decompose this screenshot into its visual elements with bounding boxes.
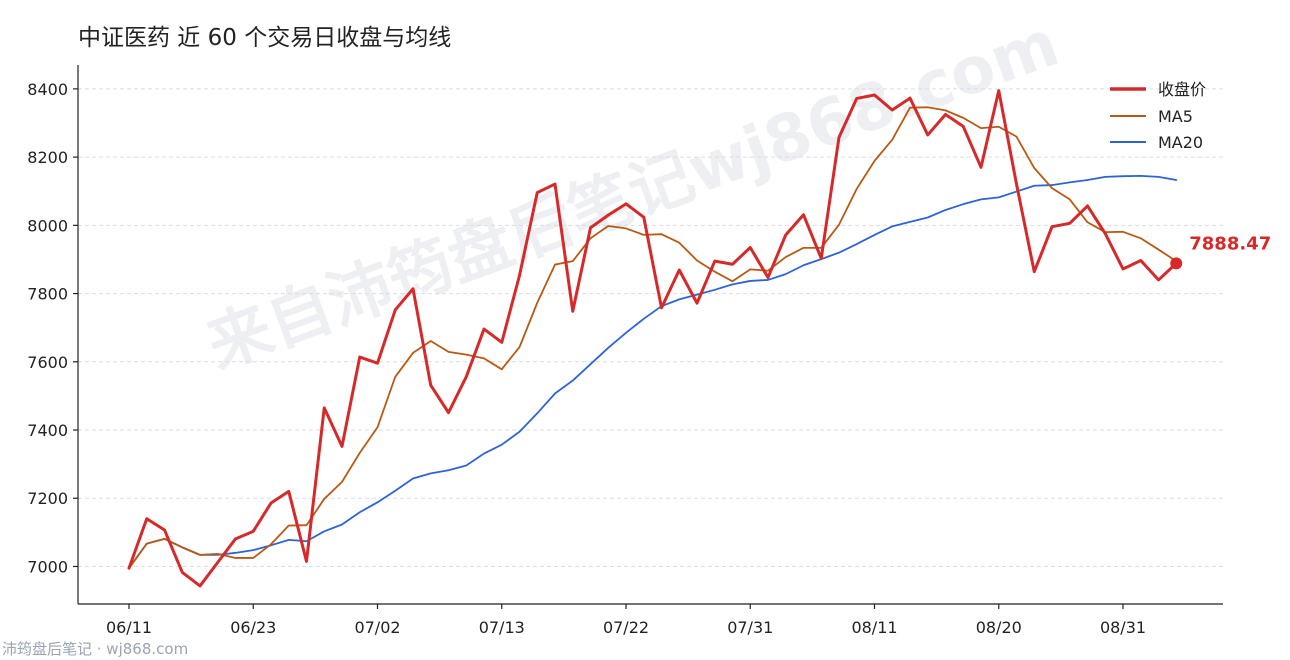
x-tick-label: 08/11	[851, 618, 897, 637]
legend-label-ma5: MA5	[1158, 107, 1193, 126]
y-tick-label: 7400	[27, 421, 68, 440]
y-tick-label: 7800	[27, 285, 68, 304]
x-tick-label: 07/31	[727, 618, 773, 637]
footer-credit: 沛筠盘后笔记 · wj868.com	[2, 640, 189, 658]
last-point-marker	[1170, 257, 1183, 270]
y-tick-label: 7600	[27, 353, 68, 372]
series-lines: 7888.47	[127, 89, 1271, 588]
x-tick-label: 07/02	[354, 618, 400, 637]
x-tick-label: 06/23	[230, 618, 276, 637]
legend-label-close: 收盘价	[1158, 80, 1206, 99]
x-tick-label: 07/13	[479, 618, 525, 637]
y-tick-label: 7200	[27, 489, 68, 508]
x-tick-label: 08/31	[1100, 618, 1146, 637]
chart-title: 中证医药 近 60 个交易日收盘与均线	[78, 25, 452, 51]
y-tick-label: 7000	[27, 557, 68, 576]
series-line-ma20	[128, 174, 1178, 570]
legend: 收盘价 MA5 MA20	[1110, 80, 1206, 152]
y-tick-label: 8000	[27, 216, 68, 235]
x-tick-label: 08/20	[976, 618, 1022, 637]
y-tick-label: 8400	[27, 80, 68, 99]
y-tick-label: 8200	[27, 148, 68, 167]
series-line-ma5	[128, 106, 1178, 570]
grid-lines	[78, 88, 1223, 567]
series-line-close	[127, 89, 1178, 588]
x-tick-label: 07/22	[603, 618, 649, 637]
axes: 7000 7200 7400 7600 7800 8000 8200 8400 06/11 06/…	[27, 65, 1223, 637]
x-tick-label: 06/11	[106, 618, 152, 637]
legend-label-ma20: MA20	[1158, 133, 1203, 152]
last-value-label: 7888.47	[1189, 233, 1271, 254]
